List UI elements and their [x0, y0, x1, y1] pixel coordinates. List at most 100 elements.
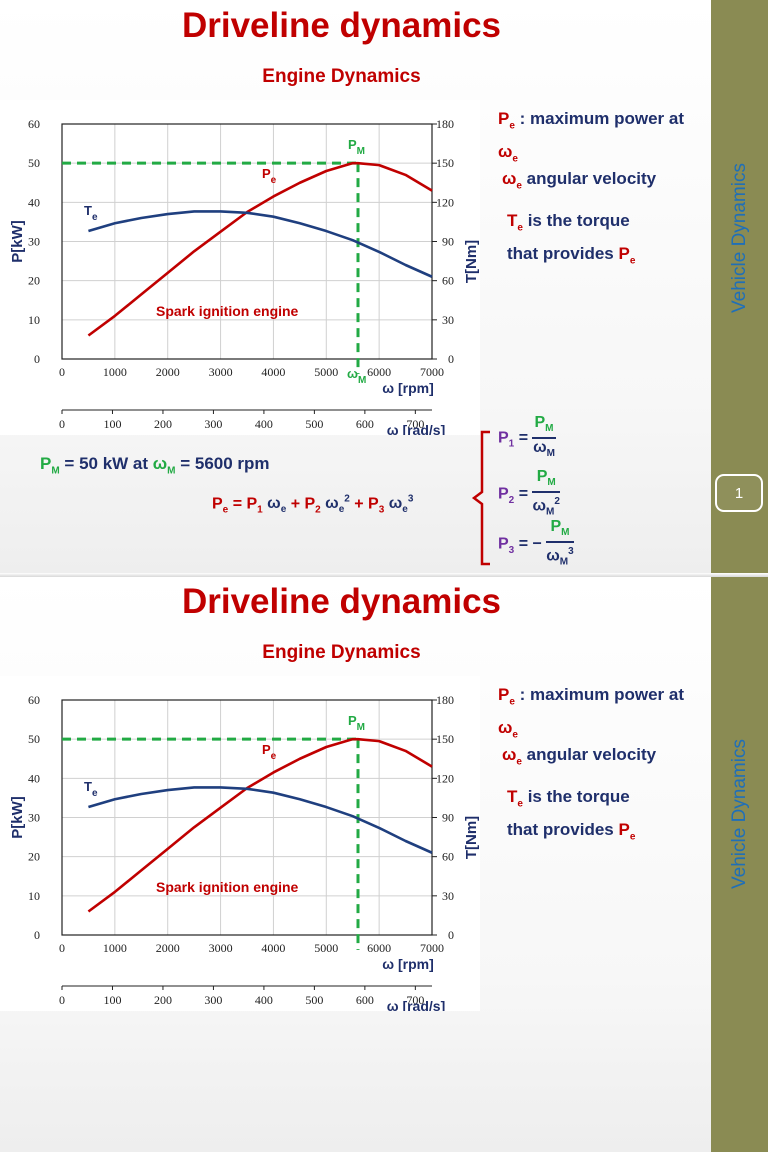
x-rpm-tick-label: 1000	[103, 941, 127, 955]
x-rads-tick-label: 600	[356, 417, 374, 431]
y-right-tick-label: 180	[436, 117, 454, 131]
te-label-main: T	[84, 779, 92, 794]
te-label-main: T	[84, 203, 92, 218]
x-rpm-tick-label: 6000	[367, 941, 391, 955]
pm-label-main: P	[348, 137, 357, 152]
te-description-2: that provides	[507, 244, 614, 264]
we-symbol: ωe	[502, 745, 522, 768]
x-rpm-tick-label: 6000	[367, 365, 391, 379]
x-rpm-tick-label: 3000	[209, 365, 233, 379]
y-left-tick-label: 30	[28, 811, 40, 825]
coefficient-p1: P1 = PM ωM	[498, 414, 556, 460]
note-te: Te is the torque that provides Pe	[507, 784, 635, 851]
te-symbol: Te	[507, 787, 523, 810]
te-description-1: is the torque	[527, 787, 630, 806]
series-label-te: Te	[84, 779, 98, 799]
series-line-1	[88, 210, 433, 278]
x-rpm-axis-label: ω [rpm]	[382, 380, 434, 396]
pe-label-main: P	[262, 166, 271, 181]
y-left-tick-label: 40	[28, 195, 40, 209]
y-right-tick-label: 30	[442, 889, 454, 903]
y-right-tick-label: 60	[442, 850, 454, 864]
power-polynomial: Pe = P1 ωe + P2 ωe2 + P3 ωe3	[212, 494, 414, 516]
x-rpm-tick-label: 4000	[261, 365, 285, 379]
series-label-te: Te	[84, 203, 98, 223]
x-rads-tick-label: 200	[154, 417, 172, 431]
x-rads-tick-label: 500	[305, 993, 323, 1007]
wm-label-main: ω	[347, 366, 358, 381]
y-left-tick-label: 10	[28, 313, 40, 327]
te-symbol: Te	[507, 211, 523, 234]
te-description-2: that provides	[507, 820, 614, 840]
x-rads-axis-label: ω [rad/s]	[387, 998, 446, 1011]
x-rpm-tick-label: 7000	[420, 941, 444, 955]
te-label-sub: e	[92, 212, 98, 223]
note-we: ωe angular velocity	[502, 166, 656, 199]
pm-label-main: P	[348, 713, 357, 728]
x-rads-tick-label: 500	[305, 417, 323, 431]
y-left-tick-label: 60	[28, 693, 40, 707]
slide-subtitle: Engine Dynamics	[262, 66, 421, 87]
y-right-tick-label: 150	[436, 156, 454, 170]
te-description-1: is the torque	[527, 211, 630, 230]
x-rads-tick-label: 200	[154, 993, 172, 1007]
series-label-pe: Pe	[262, 742, 277, 762]
series-label-pe: Pe	[262, 166, 277, 186]
x-rads-tick-label: 100	[103, 417, 121, 431]
pe-symbol: Pe	[498, 109, 515, 132]
x-rads-tick-label: 0	[59, 417, 65, 431]
x-rads-tick-label: 100	[103, 993, 121, 1007]
engine-chart: 0 10 20 30 40 50 60 0 30 60 90 120 150 180 0 1000 2000 30…	[0, 676, 480, 1011]
pe-label-sub: e	[271, 751, 277, 762]
y-right-tick-label: 0	[448, 352, 454, 366]
x-rads-tick-label: 700	[406, 993, 424, 1007]
y-left-tick-label: 0	[34, 352, 40, 366]
x-rpm-axis-label: ω [rpm]	[382, 956, 434, 972]
pe-symbol-2: Pe	[618, 820, 636, 843]
slide-title: Driveline dynamics	[181, 582, 502, 621]
pm-label-sub: M	[357, 722, 365, 733]
y-right-axis-label: T[Nm]	[463, 240, 480, 283]
curly-brace	[471, 430, 490, 566]
sidebar-title: Vehicle Dynamics	[729, 739, 750, 889]
y-left-tick-label: 40	[28, 771, 40, 785]
engine-chart: 0 10 20 30 40 50 60 0 30 60 90 120 150 180 0 1000 2000 30…	[0, 100, 480, 435]
x-rads-tick-label: 0	[59, 993, 65, 1007]
we-symbol-inline: ωe	[498, 142, 518, 165]
series-line-0	[87, 161, 433, 337]
y-right-tick-label: 30	[442, 313, 454, 327]
x-rpm-tick-label: 4000	[261, 941, 285, 955]
we-symbol: ωe	[502, 169, 522, 192]
chart-annotation: Spark ignition engine	[156, 303, 299, 319]
y-left-tick-label: 20	[28, 850, 40, 864]
x-rpm-tick-label: 5000	[314, 365, 338, 379]
y-left-tick-label: 50	[28, 156, 40, 170]
x-rpm-tick-label: 0	[59, 941, 65, 955]
x-rads-tick-label: 300	[204, 993, 222, 1007]
we-symbol-inline: ωe	[498, 718, 518, 741]
pm-label-sub: M	[357, 146, 365, 157]
y-right-tick-label: 0	[448, 928, 454, 942]
coefficient-p3: P3 = − PM ωM3	[498, 518, 574, 568]
x-rpm-tick-label: 2000	[156, 941, 180, 955]
max-point-label: PM	[348, 713, 365, 733]
note-we: ωe angular velocity	[502, 742, 656, 775]
x-rads-tick-label: 400	[255, 993, 273, 1007]
x-rpm-tick-label: 1000	[103, 365, 127, 379]
we-description: angular velocity	[526, 169, 657, 188]
max-point-label: PM	[348, 137, 365, 157]
y-left-tick-label: 50	[28, 732, 40, 746]
x-rads-tick-label: 700	[406, 417, 424, 431]
x-rpm-tick-label: 2000	[156, 365, 180, 379]
page-number-badge: 1	[715, 474, 763, 512]
y-right-tick-label: 60	[442, 274, 454, 288]
max-power-statement: PM = 50 kW at ωM = 5600 rpm	[40, 454, 270, 477]
max-speed-label: ωM	[347, 366, 366, 386]
te-label-sub: e	[92, 788, 98, 799]
pe-label-main: P	[262, 742, 271, 757]
y-left-tick-label: 0	[34, 928, 40, 942]
series-line-0	[87, 737, 433, 913]
x-rads-tick-label: 300	[204, 417, 222, 431]
